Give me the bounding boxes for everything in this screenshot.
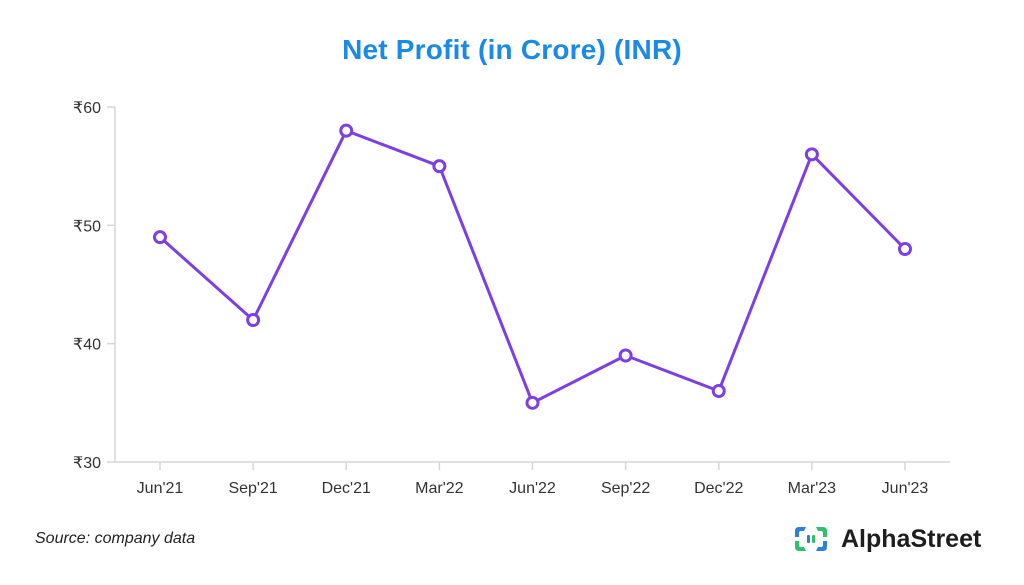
x-tick-label: Dec'21 — [322, 480, 371, 497]
x-tick-label: Jun'21 — [137, 480, 184, 497]
x-tick-label: Dec'22 — [694, 480, 743, 497]
x-axis-ticks: Jun'21 Sep'21 Dec'21 Mar'22 Jun'22 Sep'22 Dec'… — [137, 462, 929, 497]
x-tick-label: Mar'23 — [788, 480, 837, 497]
data-point — [804, 147, 819, 162]
x-tick-label: Jun'23 — [882, 480, 929, 497]
data-point — [153, 230, 167, 245]
data-point — [246, 313, 261, 327]
data-point — [898, 242, 912, 256]
series-layer — [153, 123, 912, 410]
source-note: Source: company data — [35, 530, 196, 547]
y-tick-label: ₹30 — [73, 455, 101, 472]
x-tick-label: Mar'22 — [415, 480, 464, 497]
data-point — [618, 348, 633, 363]
alphastreet-logo-icon — [795, 527, 827, 551]
x-tick-label: Jun'22 — [509, 480, 556, 497]
y-tick-label: ₹60 — [73, 100, 101, 117]
brand-logo: AlphaStreet — [793, 524, 981, 554]
y-tick-label: ₹50 — [73, 218, 101, 235]
data-point — [339, 123, 354, 138]
series-line — [159, 129, 907, 405]
y-axis-ticks: ₹30 ₹40 ₹50 ₹60 — [73, 100, 115, 472]
data-point — [711, 384, 726, 398]
chart-title: Net Profit (in Crore) (INR) — [342, 34, 682, 65]
data-point — [525, 395, 540, 410]
brand-name: AlphaStreet — [841, 524, 982, 553]
y-tick-label: ₹40 — [73, 337, 101, 354]
x-tick-label: Sep'22 — [601, 480, 650, 497]
x-tick-label: Sep'21 — [228, 480, 277, 497]
data-point — [432, 159, 447, 174]
